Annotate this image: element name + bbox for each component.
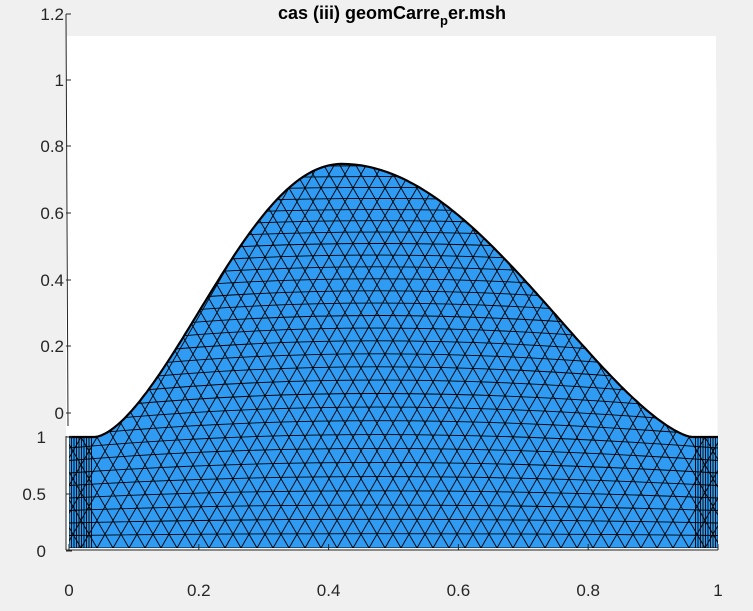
mesh-edge: [716, 163, 718, 548]
x-tick-label: 1: [713, 581, 722, 600]
mesh-edge: [316, 163, 578, 548]
y-tick-label: 0.5: [22, 485, 46, 504]
mesh-edge: [69, 163, 114, 548]
mesh-edge: [0, 98, 65, 548]
mesh-edge: [737, 98, 753, 548]
mesh-row: [69, 434, 718, 449]
z-tick-label: 1.2: [40, 5, 64, 24]
mesh-edge: [608, 163, 718, 548]
x-tick-label: 0: [64, 581, 73, 600]
z-tick-label: 0.8: [40, 137, 64, 156]
mesh-edge: [733, 98, 753, 548]
mesh-edge: [0, 98, 5, 548]
z-axis-line: [65, 13, 69, 427]
mesh-edge: [672, 163, 718, 548]
mesh-row: [69, 393, 718, 411]
surface-outline: [69, 162, 718, 439]
mesh-edge: [112, 163, 374, 548]
y-tick-label: 1: [37, 428, 46, 447]
mesh-row: [69, 406, 718, 424]
x-tick-label: 0.4: [317, 581, 341, 600]
mesh-row: [69, 490, 718, 499]
chart-title: cas (iii) geomCarreper.msh: [278, 3, 506, 28]
mesh-edge: [0, 98, 37, 548]
mesh-edge: [592, 163, 718, 548]
mesh-edge: [0, 98, 33, 548]
mesh-edge: [160, 163, 422, 548]
z-tick-label: 1: [55, 71, 64, 90]
mesh-edge: [640, 163, 718, 548]
mesh-edge: [69, 163, 146, 548]
mesh-edge: [332, 163, 594, 548]
mesh-edge: [69, 163, 178, 548]
y-tick-label: 0: [37, 542, 46, 561]
mesh-row: [69, 379, 718, 399]
z-tick-label: 0.4: [40, 271, 64, 290]
mesh-edge: [69, 163, 130, 548]
mesh-edge: [0, 98, 49, 548]
mesh-edge: [268, 163, 530, 548]
z-tick-label: 0.2: [40, 337, 64, 356]
mesh-edge: [96, 163, 358, 548]
mesh-edge: [749, 98, 753, 548]
mesh-edge: [284, 163, 546, 548]
x-tick-label: 0.2: [187, 581, 211, 600]
mesh-edge: [69, 163, 194, 548]
mesh-edge: [69, 163, 162, 548]
mesh-edge: [0, 98, 17, 548]
mesh-row: [69, 462, 718, 474]
mesh-row: [69, 420, 718, 436]
mesh-edge: [69, 163, 70, 548]
mesh-edge: [144, 163, 406, 548]
x-tick-label: 0.6: [447, 581, 471, 600]
mesh-edge: [721, 98, 753, 548]
mesh-edge: [300, 163, 562, 548]
mesh-edge: [624, 163, 718, 548]
mesh-row: [69, 518, 718, 524]
z-tick-label: 0.6: [40, 204, 64, 223]
z-tick-label: 0: [55, 404, 64, 423]
mesh-edge: [0, 98, 1, 548]
mesh-edge: [0, 98, 21, 548]
x-tick-label: 0.8: [576, 581, 600, 600]
mesh-edge: [128, 163, 390, 548]
mesh-edge: [0, 98, 53, 548]
